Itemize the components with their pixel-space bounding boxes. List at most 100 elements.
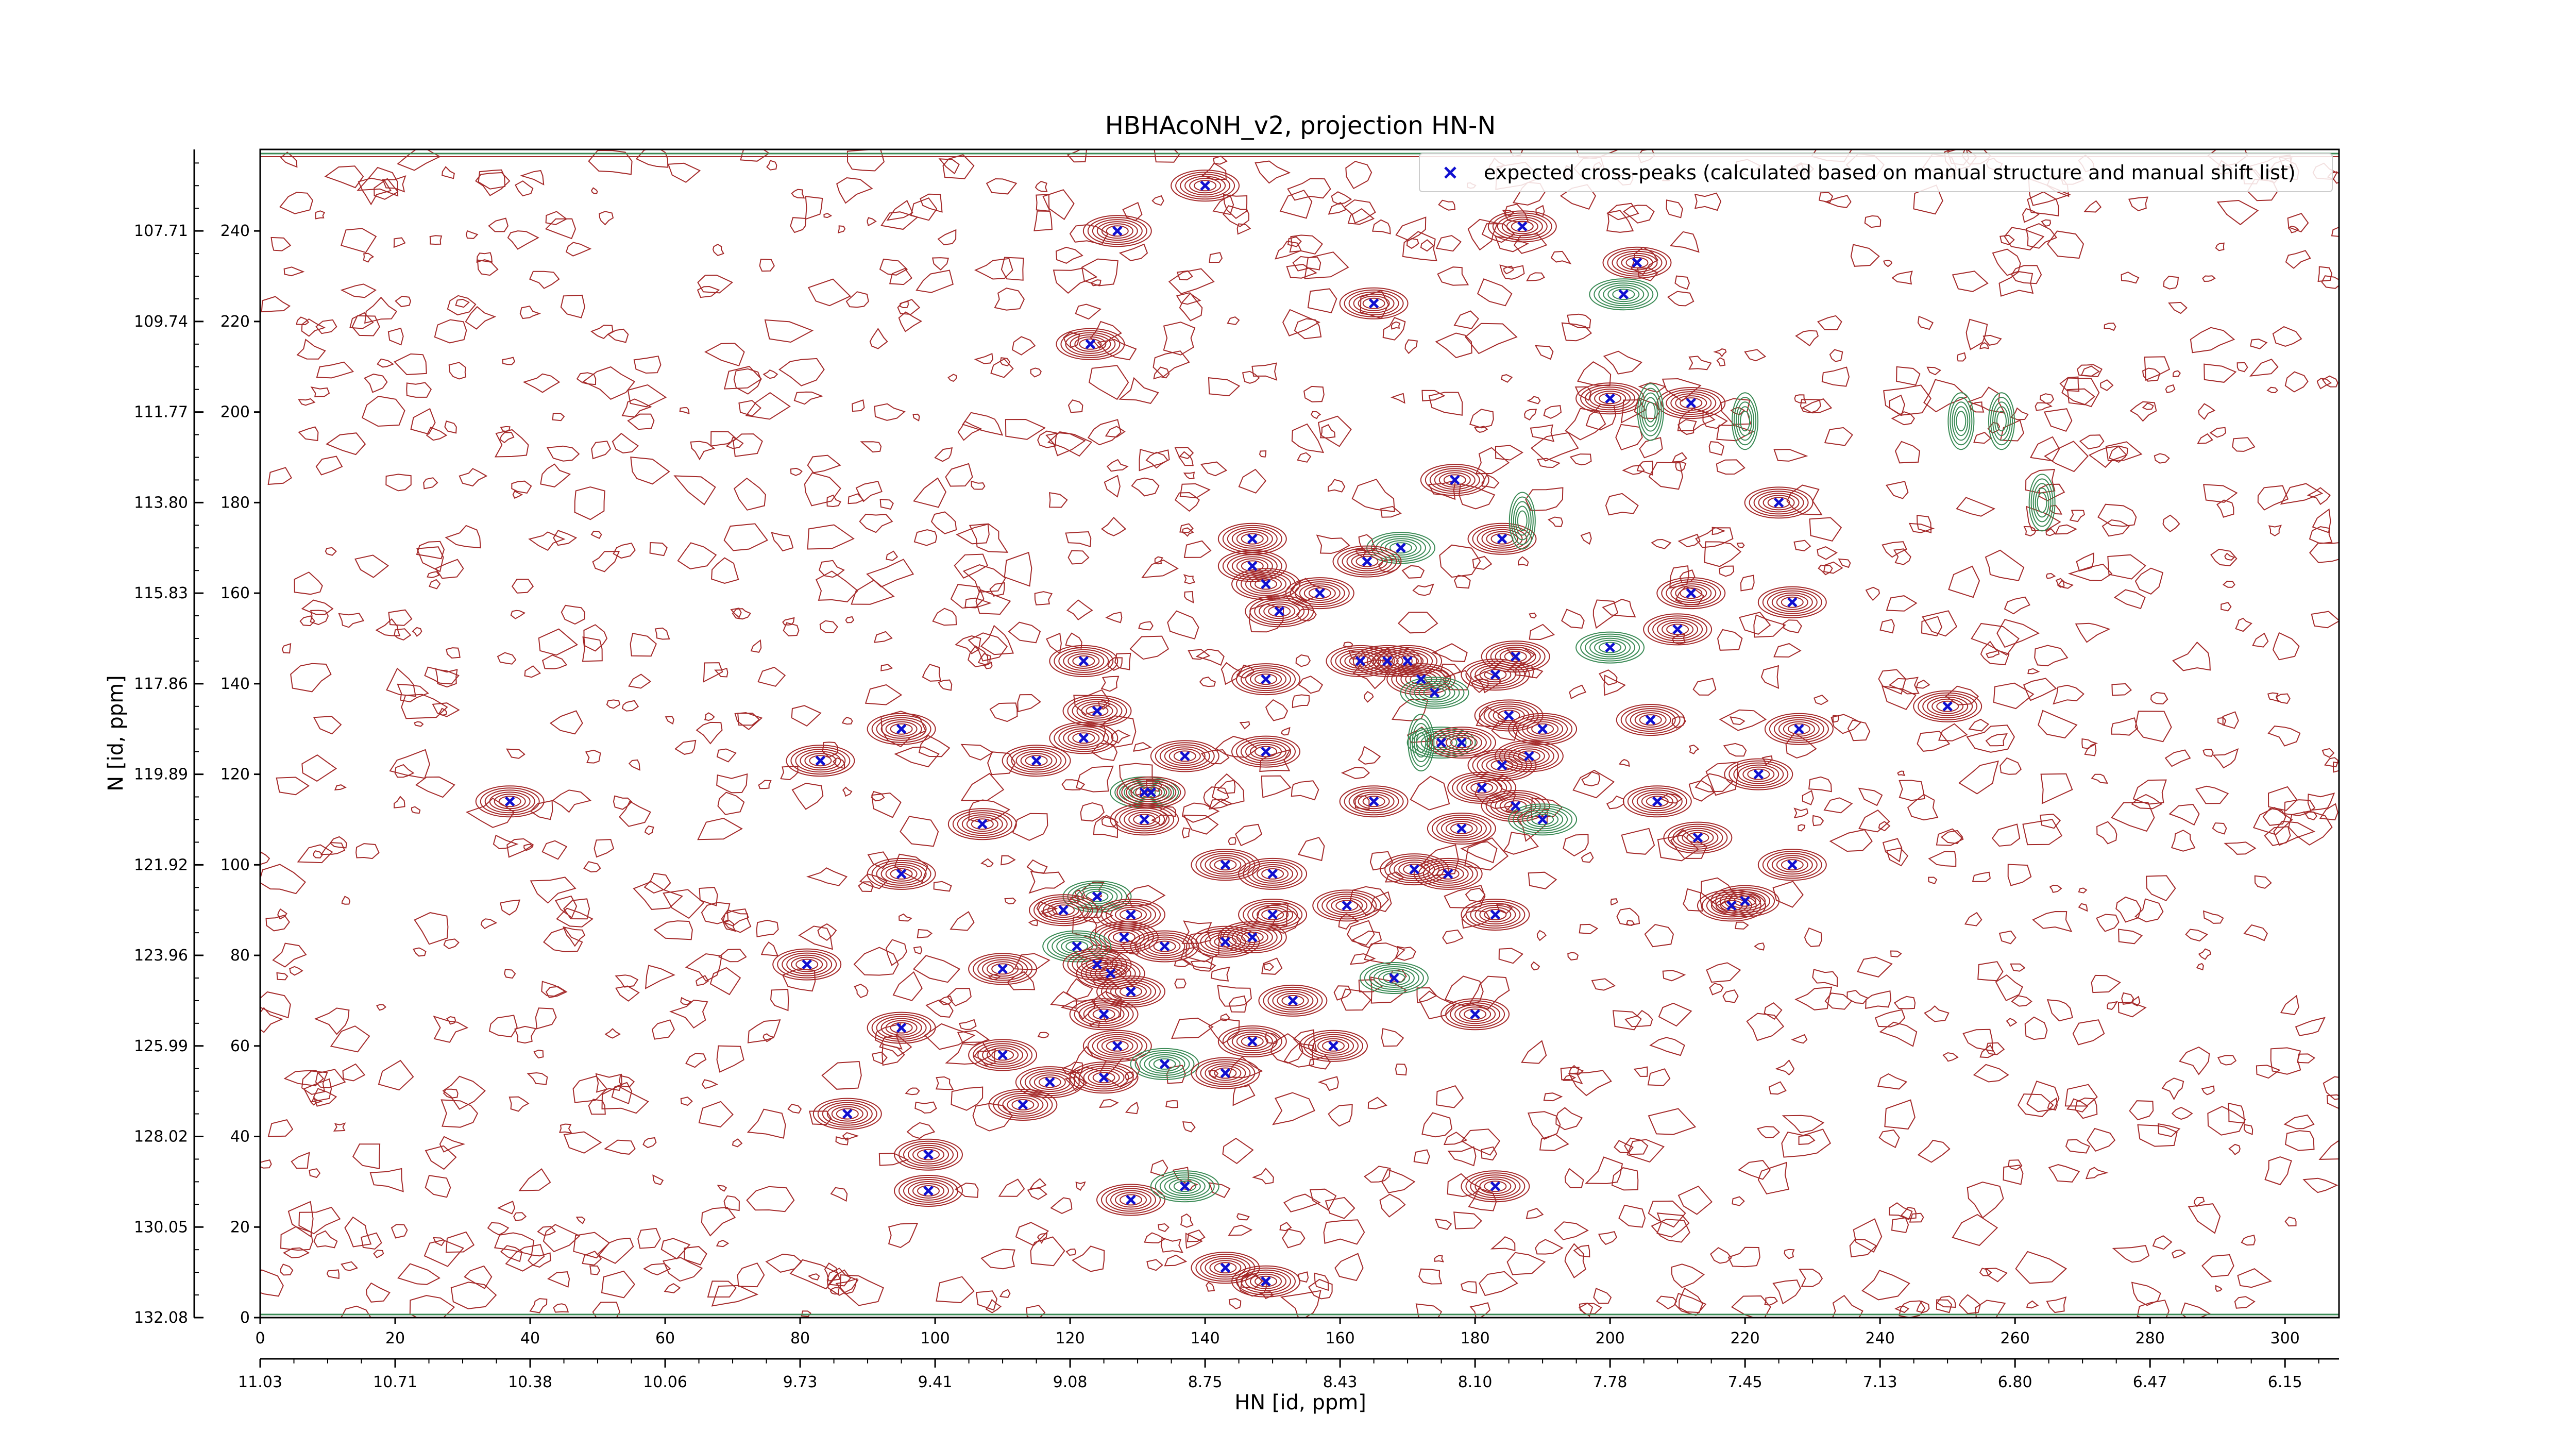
- peak-contour: [899, 1177, 958, 1205]
- peak-contour: [1332, 545, 1402, 578]
- noise-contour: [958, 1019, 977, 1030]
- peak-contour: [1445, 1000, 1505, 1029]
- peak-contour: [973, 955, 1033, 983]
- peak-contour: [1106, 980, 1156, 1004]
- noise-contour: [1208, 1018, 1240, 1044]
- noise-contour: [2172, 642, 2211, 671]
- negative-contour: [1416, 732, 1427, 753]
- peak-contour: [1120, 909, 1142, 920]
- peak-contour: [1231, 663, 1300, 696]
- noise-contour: [762, 369, 778, 379]
- noise-contour: [1287, 236, 1302, 247]
- noise-contour: [807, 278, 852, 307]
- noise-contour: [2010, 963, 2026, 972]
- noise-contour: [759, 259, 775, 272]
- cross-peak-marker: [1078, 733, 1089, 744]
- peak-contour: [1231, 529, 1273, 549]
- noise-contour: [1184, 591, 1194, 603]
- noise-contour: [994, 288, 1025, 311]
- noise-contour: [409, 1295, 455, 1318]
- peak-contour: [1108, 929, 1140, 945]
- noise-contour: [2212, 822, 2227, 835]
- peak-contour: [1382, 972, 1405, 984]
- peak-contour: [1677, 828, 1719, 848]
- negative-contour: [1734, 397, 1757, 446]
- peak-contour: [1134, 1050, 1195, 1078]
- noise-contour: [1265, 1032, 1281, 1044]
- noise-contour: [1181, 920, 1212, 944]
- peak-contour: [809, 755, 832, 767]
- noise-contour: [2137, 1300, 2170, 1318]
- peak-contour: [1078, 1002, 1129, 1026]
- noise-contour: [582, 366, 636, 400]
- noise-contour: [1131, 477, 1160, 497]
- peak-contour: [1255, 1275, 1277, 1287]
- noise-contour: [1704, 541, 1742, 567]
- peak-contour: [1931, 698, 1964, 714]
- cross-peak-marker: [1537, 723, 1548, 734]
- peak-contour: [1299, 583, 1341, 603]
- noise-contour: [1525, 487, 1564, 511]
- noise-contour: [537, 1226, 556, 1236]
- noise-contour: [1390, 393, 1405, 404]
- noise-contour: [1437, 266, 1469, 286]
- noise-contour: [842, 1132, 859, 1141]
- noise-contour: [260, 1269, 284, 1297]
- peak-contour: [791, 956, 823, 972]
- noise-contour: [980, 1249, 1015, 1270]
- noise-contour: [366, 1282, 391, 1303]
- peak-contour: [817, 1100, 877, 1128]
- peak-contour: [1389, 542, 1412, 554]
- noise-contour: [296, 316, 310, 326]
- noise-contour: [363, 252, 375, 263]
- noise-contour: [1539, 1134, 1569, 1151]
- noise-contour: [613, 795, 633, 810]
- noise-contour: [790, 217, 807, 233]
- peak-contour: [1252, 905, 1294, 924]
- peak-contour: [1409, 681, 1460, 705]
- noise-contour: [2235, 617, 2252, 632]
- noise-contour: [1333, 985, 1352, 1001]
- peak-contour: [903, 1179, 954, 1203]
- noise-contour: [1176, 270, 1193, 281]
- cross-peak-marker: [1126, 909, 1136, 920]
- noise-contour: [1579, 923, 1599, 935]
- peak-contour: [786, 745, 855, 777]
- noise-contour: [2297, 1053, 2316, 1064]
- peak-contour: [1657, 619, 1699, 639]
- noise-contour: [770, 988, 789, 1012]
- peak-contour: [1173, 1181, 1196, 1192]
- noise-contour: [1364, 942, 1405, 965]
- peak-contour: [1083, 1004, 1125, 1024]
- noise-contour: [873, 631, 893, 643]
- peak-contour: [1043, 900, 1084, 920]
- noise-contour: [2132, 779, 2167, 805]
- peak-contour: [1153, 940, 1176, 952]
- peak-contour: [1236, 929, 1268, 945]
- noise-contour: [1610, 898, 1618, 906]
- x-tick-label: 100: [920, 1329, 950, 1347]
- noise-contour: [314, 1007, 350, 1035]
- noise-contour: [1992, 248, 2021, 276]
- noise-contour: [1675, 461, 1687, 472]
- peak-contour: [1359, 962, 1429, 994]
- peak-contour: [1443, 474, 1466, 486]
- noise-contour: [1740, 575, 1755, 592]
- peak-contour: [1261, 868, 1284, 880]
- peak-contour: [1124, 810, 1165, 830]
- peak-contour: [1418, 685, 1451, 701]
- peak-contour: [1406, 727, 1476, 759]
- peak-contour: [1195, 1059, 1256, 1087]
- noise-contour: [938, 679, 953, 691]
- peak-contour: [1155, 742, 1215, 770]
- peak-contour: [1744, 486, 1814, 519]
- x-ppm-tick-label: 7.13: [1863, 1373, 1897, 1391]
- noise-contour: [2022, 208, 2040, 223]
- noise-contour: [2040, 814, 2061, 829]
- peak-contour: [782, 952, 833, 976]
- y-ppm-tick-label: 121.92: [134, 856, 188, 874]
- noise-contour: [1338, 913, 1359, 930]
- noise-contour: [1688, 745, 1700, 754]
- peak-contour: [1175, 172, 1235, 200]
- peak-contour: [1236, 531, 1268, 547]
